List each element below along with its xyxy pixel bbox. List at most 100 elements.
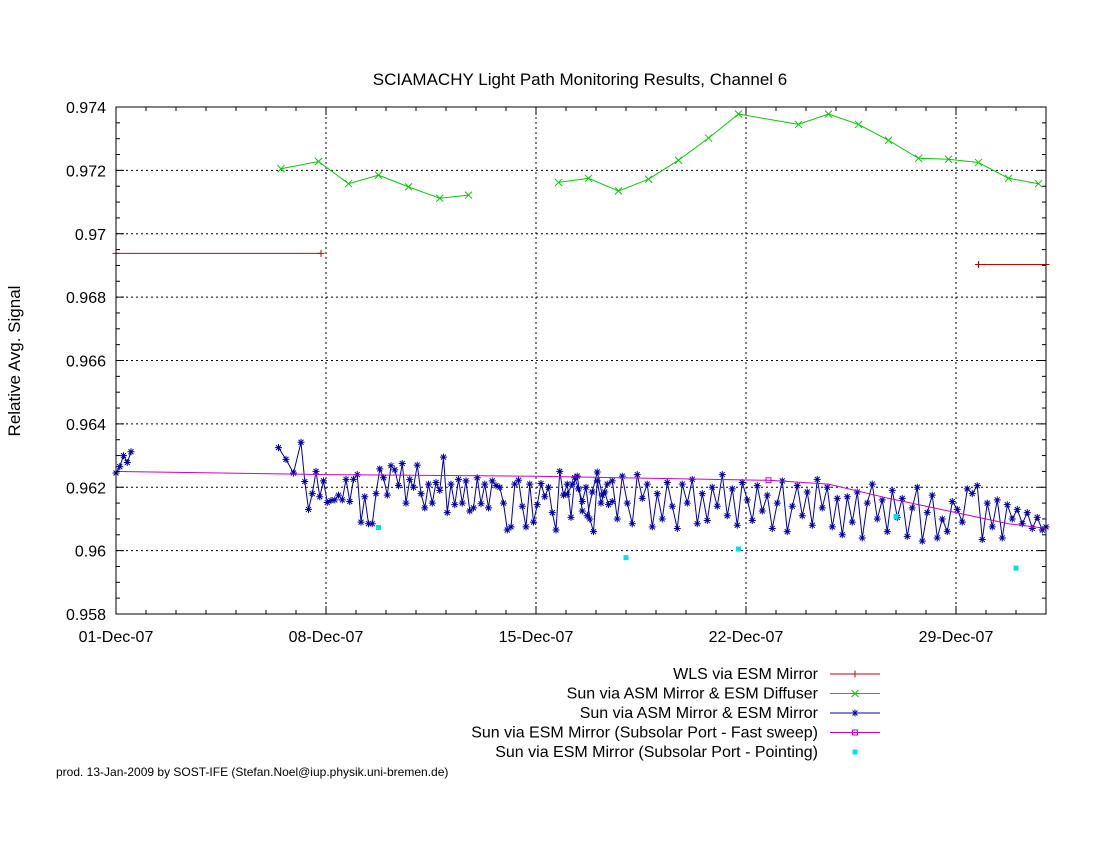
y-tick-label: 0.966 — [66, 354, 106, 371]
data-point — [496, 483, 504, 491]
data-point — [753, 482, 761, 490]
legend-entry: Sun via ESM Mirror (Subsolar Port - Fast… — [471, 725, 880, 742]
y-tick-label: 0.958 — [66, 607, 106, 624]
data-point — [928, 491, 936, 499]
asterisk-marker — [395, 482, 402, 490]
asterisk-marker — [477, 500, 485, 508]
data-point — [818, 504, 826, 512]
asterisk-marker — [838, 531, 846, 539]
asterisk-marker — [425, 480, 432, 488]
data-point — [312, 467, 320, 475]
data-point — [556, 467, 564, 475]
data-point — [1004, 174, 1013, 183]
asterisk-marker — [481, 480, 489, 488]
footer-credit: prod. 13-Jan-2009 by SOST-IFE (Stefan.No… — [56, 765, 448, 779]
asterisk-marker — [470, 504, 477, 512]
x-marker — [277, 164, 285, 173]
asterisk-marker — [552, 526, 560, 534]
asterisk-marker — [350, 475, 357, 483]
asterisk-marker — [933, 534, 941, 542]
asterisk-marker — [548, 509, 556, 517]
data-point — [361, 493, 369, 501]
asterisk-marker — [556, 467, 564, 475]
asterisk-marker — [958, 518, 966, 526]
data-point — [623, 555, 629, 561]
x-marker — [824, 110, 833, 118]
x-tick-label: 29-Dec-07 — [919, 629, 994, 646]
data-point — [568, 480, 576, 488]
data-point — [793, 482, 801, 490]
y-tick-label: 0.972 — [66, 163, 106, 180]
data-point — [560, 491, 567, 499]
asterisk-marker — [447, 480, 455, 488]
asterisk-marker — [597, 499, 605, 507]
asterisk-marker — [590, 528, 597, 536]
data-point — [1038, 526, 1046, 534]
asterisk-marker — [733, 521, 741, 529]
data-point — [436, 486, 444, 494]
data-point — [953, 505, 961, 513]
data-point — [350, 475, 357, 483]
asterisk-marker — [993, 496, 1001, 504]
asterisk-marker — [813, 475, 821, 483]
data-point — [968, 490, 976, 498]
legend-marker — [852, 729, 858, 736]
data-point — [988, 523, 996, 531]
asterisk-marker — [417, 490, 425, 498]
data-point — [923, 509, 931, 517]
data-point — [451, 501, 459, 509]
data-point — [277, 164, 285, 173]
data-point — [708, 483, 716, 491]
asterisk-marker — [988, 523, 996, 531]
data-point — [552, 526, 560, 534]
data-point — [978, 536, 986, 544]
asterisk-marker — [978, 536, 986, 544]
asterisk-marker — [903, 532, 911, 540]
data-point — [733, 521, 741, 529]
asterisk-marker — [973, 482, 981, 490]
asterisk-marker — [773, 499, 781, 507]
asterisk-marker — [738, 478, 746, 486]
data-point — [824, 110, 833, 118]
y-tick-label: 0.962 — [66, 480, 106, 497]
data-point — [788, 502, 796, 510]
data-point — [421, 504, 429, 512]
x-marker — [584, 174, 593, 183]
data-point — [485, 504, 492, 512]
asterisk-marker — [428, 499, 436, 507]
data-point — [488, 477, 496, 485]
data-point — [376, 524, 381, 530]
series-line — [558, 113, 1039, 192]
asterisk-marker — [601, 488, 609, 496]
data-point — [432, 478, 440, 486]
asterisk-marker — [541, 493, 549, 501]
data-point — [282, 455, 290, 463]
asterisk-marker — [346, 498, 354, 506]
asterisk-marker — [803, 488, 811, 496]
asterisk-marker — [372, 490, 380, 498]
data-point — [477, 500, 485, 508]
asterisk-marker — [511, 480, 519, 488]
x-marker — [734, 110, 743, 118]
filled-square-marker — [376, 524, 381, 530]
data-point — [703, 517, 711, 525]
data-point — [578, 498, 586, 506]
data-point — [653, 490, 661, 498]
plus-marker — [317, 249, 325, 257]
data-point — [398, 459, 406, 467]
legend-label: Sun via ASM Mirror & ESM Mirror — [580, 705, 819, 722]
x-marker — [374, 171, 383, 179]
data-point — [402, 499, 410, 507]
data-point — [305, 505, 312, 513]
legend-marker — [852, 749, 858, 755]
data-point — [320, 477, 327, 485]
asterisk-marker — [983, 499, 991, 507]
data-point — [718, 471, 726, 479]
data-point — [578, 507, 586, 515]
data-point — [533, 501, 541, 509]
asterisk-marker — [545, 483, 552, 491]
data-point — [563, 490, 571, 498]
asterisk-marker — [743, 496, 751, 504]
data-point — [435, 194, 444, 203]
x-marker — [674, 156, 683, 165]
